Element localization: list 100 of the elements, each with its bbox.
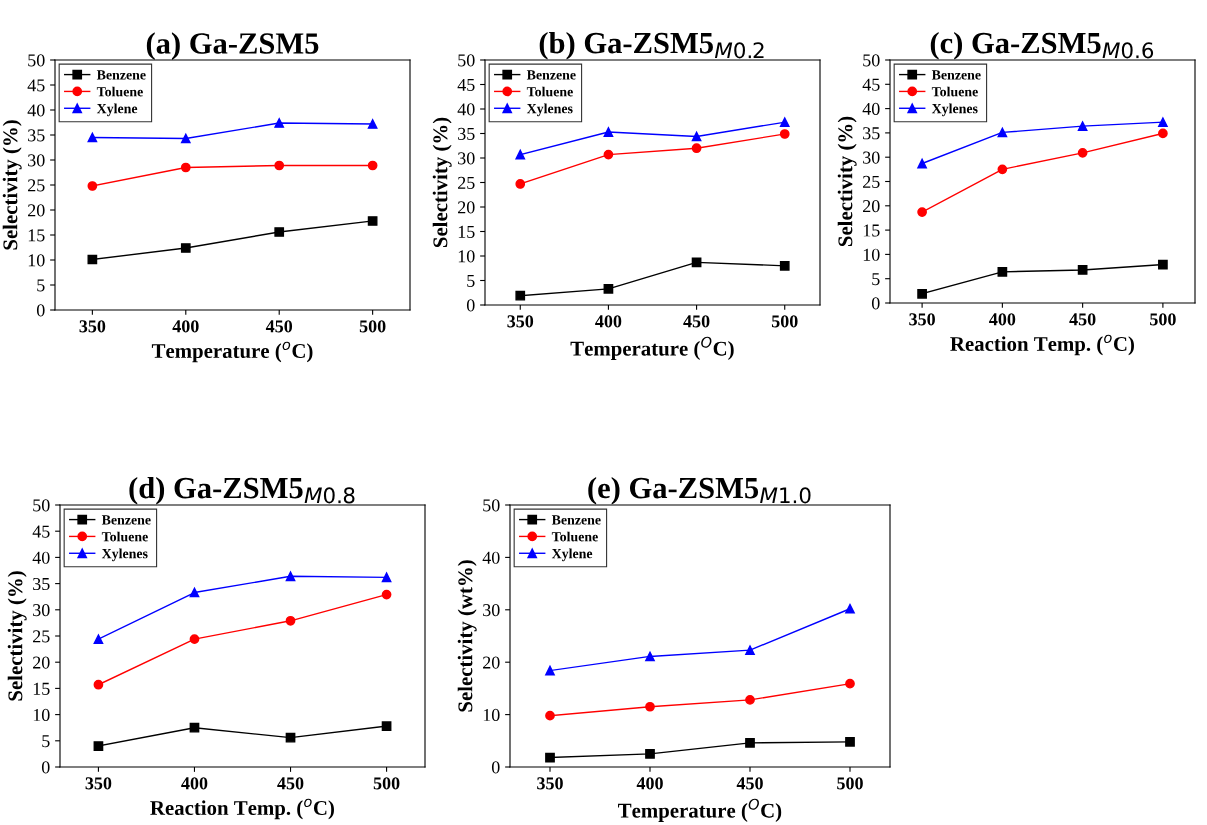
point	[367, 119, 378, 129]
point	[1158, 117, 1168, 128]
x-tick-label: 400	[172, 320, 199, 333]
y-tick-label: 15	[458, 225, 475, 238]
point	[779, 260, 790, 271]
x-axis-title: Temperature ($^{o}$C)	[151, 341, 313, 363]
legend-label: Benzene	[526, 70, 576, 80]
point	[545, 665, 555, 676]
y-tick-label: 45	[32, 525, 50, 538]
point	[180, 162, 191, 173]
point	[285, 732, 296, 743]
y-tick-label: 10	[863, 248, 880, 261]
y-tick-label: 40	[457, 103, 475, 116]
legend-label: Toluene	[526, 86, 573, 97]
legend-label: Toluene	[551, 531, 598, 542]
point	[603, 149, 614, 160]
point	[545, 752, 555, 763]
chart-title: (c) Ga-ZSM5$_{M0.6}$	[930, 31, 1154, 60]
legend-label: Benzene	[551, 515, 601, 525]
y-axis-title: Selectivity (%)	[432, 117, 452, 248]
point	[745, 695, 755, 705]
point	[180, 133, 191, 144]
legend-label: Xylenes	[101, 548, 148, 562]
point	[691, 143, 702, 154]
y-tick-label: 25	[28, 179, 45, 192]
point	[691, 131, 702, 142]
y-tick-label: 30	[863, 151, 880, 164]
y-tick-label: 0	[36, 304, 45, 317]
y-tick-label: 40	[862, 102, 880, 116]
y-tick-label: 50	[28, 54, 45, 67]
point	[845, 603, 855, 614]
point	[645, 701, 655, 712]
legend-label: Xylenes	[931, 103, 978, 117]
point	[745, 738, 755, 748]
point	[745, 645, 755, 656]
y-tick-label: 50	[483, 499, 500, 512]
x-axis-title: Temperature ($^{O}$C)	[570, 336, 734, 360]
point	[180, 243, 191, 253]
y-tick-label: 20	[458, 201, 475, 214]
point	[917, 288, 927, 299]
y-axis-title: Selectivity (%)	[7, 571, 27, 701]
point	[367, 160, 378, 171]
point	[274, 227, 285, 237]
y-tick-label: 0	[871, 297, 880, 310]
point	[1077, 121, 1088, 131]
point	[515, 290, 526, 301]
y-tick-label: 15	[863, 224, 880, 237]
y-tick-label: 35	[28, 129, 45, 142]
legend-label: Xylenes	[526, 103, 573, 117]
point	[87, 132, 98, 143]
x-tick-label: 450	[683, 315, 710, 328]
x-tick-label: 500	[373, 777, 400, 790]
x-tick-label: 400	[181, 777, 208, 790]
x-tick-label: 350	[507, 315, 534, 328]
y-axis-title: Selectivity (wt%)	[457, 560, 477, 712]
x-tick-label: 400	[989, 313, 1016, 326]
legend-label: Xylene	[551, 548, 593, 562]
y-tick-label: 35	[458, 127, 475, 140]
y-tick-label: 40	[482, 551, 500, 564]
y-tick-label: 40	[32, 551, 50, 564]
point	[603, 127, 614, 137]
x-tick-label: 350	[909, 313, 935, 326]
point	[285, 615, 296, 626]
point	[87, 181, 98, 191]
point	[189, 634, 200, 645]
y-tick-label: 20	[863, 200, 880, 213]
y-tick-label: 20	[483, 656, 500, 669]
x-tick-label: 350	[79, 320, 106, 333]
y-tick-label: 30	[458, 152, 475, 165]
chart-title: (d) Ga-ZSM5$_{M0.8}$	[129, 476, 355, 505]
x-tick-label: 500	[359, 320, 386, 333]
y-tick-label: 35	[33, 577, 50, 591]
x-axis-title: Temperature ($^{O}$C)	[618, 798, 782, 822]
x-tick-label: 500	[771, 315, 798, 328]
y-tick-label: 30	[33, 604, 50, 617]
chart-title: (b) Ga-ZSM5$_{M0.2}$	[539, 31, 764, 60]
y-tick-label: 20	[28, 204, 45, 217]
y-tick-label: 0	[466, 299, 475, 312]
point	[515, 149, 526, 160]
x-axis-title: Reaction Temp. ($^{o}$C)	[950, 334, 1134, 356]
legend-label: Benzene	[101, 515, 151, 525]
point	[917, 207, 927, 217]
x-tick-label: 450	[736, 777, 763, 790]
point	[93, 679, 104, 690]
point	[367, 216, 378, 226]
point	[917, 158, 927, 169]
point	[189, 587, 200, 598]
y-tick-label: 50	[863, 54, 880, 67]
y-tick-label: 25	[33, 630, 50, 643]
y-tick-label: 0	[41, 761, 50, 774]
x-tick-label: 400	[595, 315, 622, 328]
y-tick-label: 50	[33, 499, 50, 512]
legend-label: Benzene	[96, 70, 146, 80]
point	[545, 710, 555, 721]
point	[381, 589, 392, 600]
point	[1158, 128, 1168, 139]
x-tick-label: 400	[636, 777, 663, 790]
point	[274, 118, 285, 128]
y-axis-title: Selectivity (%)	[837, 116, 857, 247]
point	[1077, 265, 1088, 275]
